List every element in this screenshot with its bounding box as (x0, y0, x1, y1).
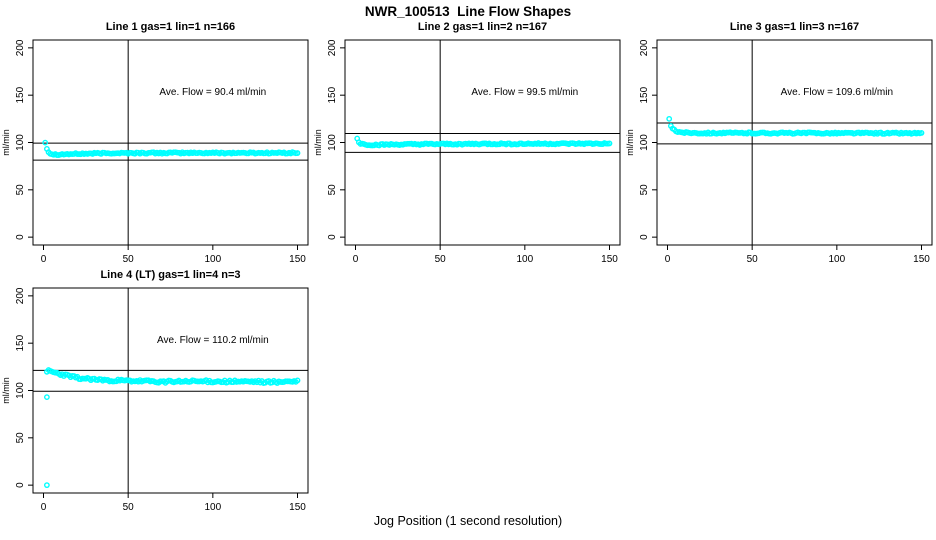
svg-text:0: 0 (41, 254, 47, 265)
svg-text:200: 200 (639, 39, 650, 56)
svg-text:ml/min: ml/min (1, 129, 11, 156)
svg-text:Ave. Flow = 90.4 ml/min: Ave. Flow = 90.4 ml/min (159, 87, 266, 98)
svg-text:50: 50 (123, 254, 135, 265)
svg-text:100: 100 (15, 382, 26, 399)
svg-text:50: 50 (15, 432, 26, 444)
subplot-line-4: 0 50 100 150 0 50 100 150 200 ml/min Ave. Flow = 1… (0, 266, 312, 514)
subplot-line-2: 0 50 100 150 0 50 100 150 200 ml/min Ave. Flow = 9… (312, 18, 624, 266)
x-axis-label: Jog Position (1 second resolution) (373, 514, 563, 528)
svg-text:150: 150 (327, 86, 338, 103)
svg-text:0: 0 (353, 254, 359, 265)
svg-text:200: 200 (15, 287, 26, 304)
svg-text:0: 0 (41, 502, 47, 513)
line-4-flow-chart: 0 50 100 150 0 50 100 150 200 ml/min Ave. Flow = 1… (1, 287, 309, 513)
svg-text:0: 0 (665, 254, 671, 265)
svg-text:150: 150 (289, 502, 306, 513)
line-2-flow-chart: 0 50 100 150 0 50 100 150 200 ml/min Ave. Flow = 9… (313, 39, 621, 265)
subplot-title-line-3: Line 3 gas=1 lin=3 n=167 (729, 21, 860, 33)
svg-text:150: 150 (15, 334, 26, 351)
svg-text:150: 150 (15, 86, 26, 103)
svg-text:Ave. Flow = 110.2 ml/min: Ave. Flow = 110.2 ml/min (157, 335, 269, 346)
svg-text:0: 0 (639, 234, 650, 240)
line-1-flow-chart: 0 50 100 150 0 50 100 150 200 ml/min Ave. Flow = 9… (1, 39, 309, 265)
svg-text:0: 0 (327, 234, 338, 240)
svg-text:50: 50 (15, 184, 26, 196)
svg-text:Ave. Flow = 99.5 ml/min: Ave. Flow = 99.5 ml/min (471, 87, 578, 98)
svg-text:ml/min: ml/min (1, 377, 11, 404)
svg-text:150: 150 (601, 254, 618, 265)
svg-text:150: 150 (913, 254, 930, 265)
svg-text:200: 200 (327, 39, 338, 56)
line-3-flow-chart: 0 50 100 150 0 50 100 150 200 ml/min Ave. Flow = 1… (625, 39, 933, 265)
subplot-title-line-2: Line 2 gas=1 lin=2 n=167 (417, 21, 548, 33)
svg-text:50: 50 (327, 184, 338, 196)
svg-text:50: 50 (747, 254, 759, 265)
figure-title: NWR_100513 Line Flow Shapes (364, 4, 572, 19)
svg-text:50: 50 (639, 184, 650, 196)
svg-text:100: 100 (15, 134, 26, 151)
svg-text:100: 100 (516, 254, 533, 265)
svg-text:100: 100 (327, 134, 338, 151)
subplot-title-line-1: Line 1 gas=1 lin=1 n=166 (105, 21, 236, 33)
svg-text:100: 100 (639, 134, 650, 151)
svg-text:0: 0 (15, 234, 26, 240)
svg-text:100: 100 (204, 254, 221, 265)
subplot-title-line-4: Line 4 (LT) gas=1 lin=4 n=3 (100, 269, 241, 281)
svg-text:100: 100 (204, 502, 221, 513)
svg-text:150: 150 (289, 254, 306, 265)
subplot-line-1: 0 50 100 150 0 50 100 150 200 ml/min Ave. Flow = 9… (0, 18, 312, 266)
svg-text:200: 200 (15, 39, 26, 56)
svg-text:50: 50 (123, 502, 135, 513)
svg-text:150: 150 (639, 86, 650, 103)
svg-text:ml/min: ml/min (625, 129, 635, 156)
svg-text:0: 0 (15, 482, 26, 488)
svg-text:100: 100 (828, 254, 845, 265)
subplot-line-3: 0 50 100 150 0 50 100 150 200 ml/min Ave. Flow = 1… (624, 18, 936, 266)
svg-text:ml/min: ml/min (313, 129, 323, 156)
svg-text:Ave. Flow = 109.6 ml/min: Ave. Flow = 109.6 ml/min (781, 87, 893, 98)
svg-text:50: 50 (435, 254, 447, 265)
